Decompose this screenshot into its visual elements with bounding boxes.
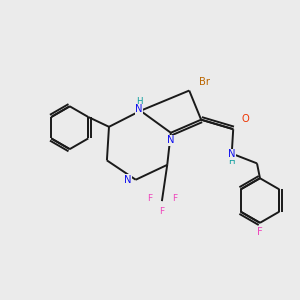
Text: N: N [228,149,236,159]
Text: N: N [135,104,143,114]
Text: F: F [172,194,177,203]
Text: H: H [136,97,142,106]
Text: Br: Br [199,76,210,87]
Text: F: F [257,227,263,237]
Text: H: H [229,157,235,166]
Text: O: O [241,114,249,124]
Text: N: N [124,175,131,185]
Text: F: F [147,194,152,203]
Text: N: N [167,135,175,145]
Text: F: F [159,207,164,216]
